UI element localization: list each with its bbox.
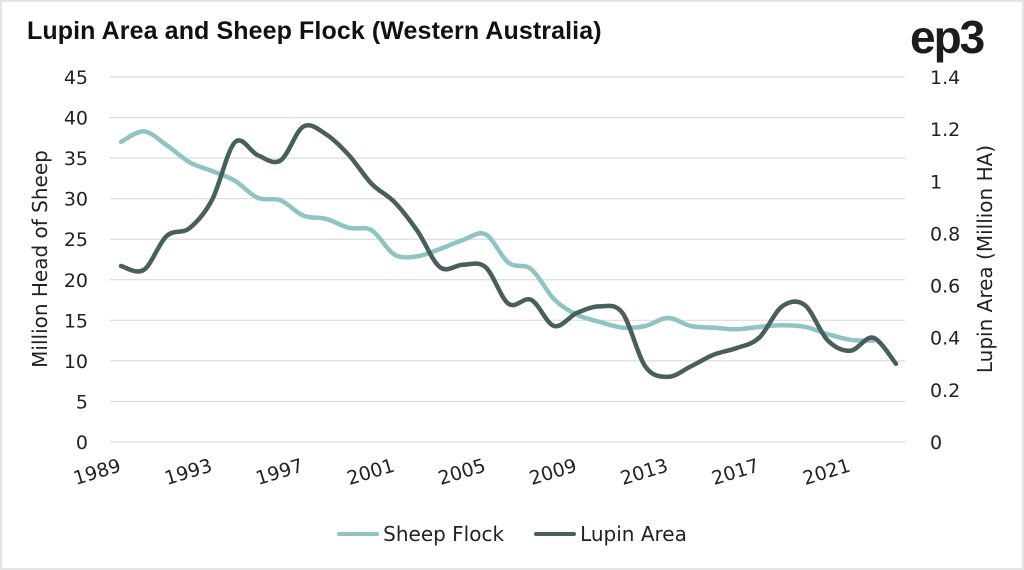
y-tick-label: 0: [76, 432, 88, 454]
legend-label-lupin-area: Lupin Area: [580, 522, 687, 546]
chart-title: Lupin Area and Sheep Flock (Western Aust…: [27, 17, 602, 45]
x-tick-label: 2021: [800, 455, 853, 490]
x-tick-label: 1989: [71, 455, 124, 490]
x-tick-label: 2001: [344, 455, 397, 490]
legend-item-lupin-area: Lupin Area: [534, 522, 687, 546]
legend-swatch-sheep-flock: [337, 532, 380, 536]
x-tick-label: 2009: [527, 455, 580, 490]
x-axis-ticks: 1989 1993 1997 2001 2005 2009 2013 2017 2021: [71, 455, 853, 490]
y-tick-label: 45: [64, 67, 88, 89]
legend-item-sheep-flock: Sheep Flock: [337, 522, 504, 546]
y2-tick-label: 1.4: [930, 67, 960, 89]
x-tick-label: 2013: [618, 455, 671, 490]
y2-tick-label: 0.2: [930, 380, 960, 402]
series-lines: [118, 123, 899, 380]
y2-tick-label: 0: [930, 432, 942, 454]
y-tick-label: 25: [64, 229, 88, 251]
x-tick-label: 1993: [162, 455, 215, 490]
left-axis-ticks: 0 5 10 15 20 25 30 35 40 45: [64, 67, 88, 454]
y-tick-label: 10: [64, 351, 88, 373]
series-line-sheep-flock: [118, 129, 876, 343]
y2-tick-label: 1: [930, 171, 942, 193]
y2-tick-label: 0.8: [930, 223, 960, 245]
y-tick-label: 40: [64, 108, 88, 130]
y-tick-label: 30: [64, 189, 88, 211]
series-line-lupin-area: [118, 123, 899, 380]
y-tick-label: 15: [64, 310, 88, 332]
right-axis-label: Lupin Area (Million HA): [973, 145, 997, 373]
right-axis-ticks: 0 0.2 0.4 0.6 0.8 1 1.2 1.4: [930, 67, 960, 454]
y2-tick-label: 1.2: [930, 119, 960, 141]
ep3-logo: ep3: [910, 11, 985, 63]
left-axis-label: Million Head of Sheep: [28, 150, 52, 368]
y-tick-label: 35: [64, 148, 88, 170]
legend-label-sheep-flock: Sheep Flock: [383, 522, 505, 546]
y-tick-label: 5: [76, 391, 88, 413]
y2-tick-label: 0.4: [930, 328, 960, 350]
legend-swatch-lupin-area: [534, 532, 577, 536]
x-tick-label: 1997: [253, 455, 306, 490]
y2-tick-label: 0.6: [930, 276, 960, 298]
x-tick-label: 2005: [436, 455, 489, 490]
y-tick-label: 20: [64, 270, 88, 292]
legend: Sheep Flock Lupin Area: [0, 522, 1024, 546]
x-tick-label: 2017: [709, 455, 762, 490]
